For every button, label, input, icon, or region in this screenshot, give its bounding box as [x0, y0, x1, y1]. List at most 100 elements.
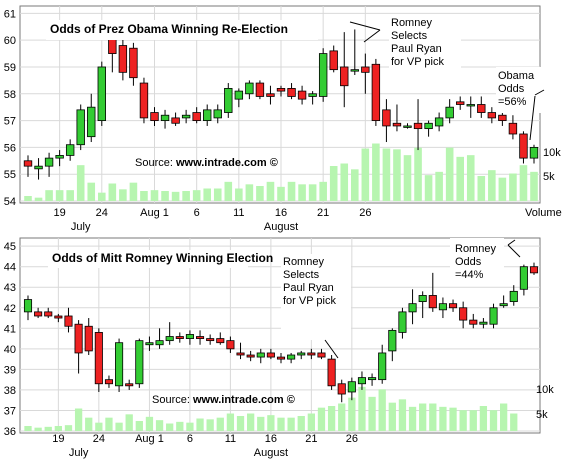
- y-tick-label: 45: [4, 241, 16, 253]
- x-tick-label: 6: [194, 207, 200, 219]
- candle-down: [175, 336, 184, 339]
- volume-bar: [361, 148, 370, 201]
- candle-up: [318, 53, 328, 97]
- volume-bar: [277, 186, 285, 201]
- candle-up: [418, 295, 427, 303]
- candle-down: [64, 315, 73, 327]
- candle-down: [206, 338, 215, 342]
- volume-bar: [105, 417, 113, 431]
- candle-up: [398, 311, 407, 333]
- volume-bar: [510, 413, 518, 431]
- volume-bar: [140, 191, 148, 201]
- volume-bar: [350, 169, 359, 201]
- candle-up: [434, 117, 444, 127]
- volume-bar: [34, 197, 43, 201]
- volume-label: 10k: [543, 147, 561, 159]
- volume-bar: [192, 190, 201, 201]
- volume-bar: [213, 188, 222, 201]
- source-credit: Source: www.intrade.com ©: [152, 394, 295, 406]
- volume-bar: [44, 426, 52, 431]
- volume-bar: [267, 415, 275, 431]
- candle-down: [448, 303, 458, 309]
- volume-bar: [74, 408, 83, 431]
- candle-down: [94, 332, 103, 385]
- candle-up: [165, 336, 174, 342]
- candle-down: [216, 338, 225, 344]
- volume-bar: [206, 419, 214, 431]
- candle-down: [459, 307, 468, 321]
- candle-up: [350, 69, 359, 72]
- candle-down: [456, 101, 465, 105]
- candle-up: [76, 109, 85, 146]
- volume-bar: [235, 188, 243, 201]
- y-tick-label: 59: [4, 62, 16, 74]
- volume-bar: [429, 403, 437, 431]
- y-tick-label: 43: [4, 282, 16, 294]
- chart-title: Odds of Prez Obama Winning Re-Election: [50, 22, 288, 36]
- volume-label: 10k: [536, 384, 554, 396]
- volume-bar: [115, 422, 123, 431]
- annotation-text: Romney: [455, 243, 496, 255]
- candle-down: [226, 340, 235, 350]
- x-tick-label: 11: [233, 207, 244, 219]
- y-tick-label: 56: [4, 142, 16, 154]
- candle-up: [529, 146, 539, 159]
- y-tick-label: 39: [4, 364, 16, 376]
- volume-bar: [87, 182, 96, 201]
- annotation-box: [450, 238, 504, 280]
- volume-axis-label: Volume: [525, 207, 562, 219]
- volume-bar: [287, 181, 296, 201]
- candle-down: [192, 112, 201, 121]
- volume-bar: [298, 184, 306, 201]
- volume-bar: [55, 190, 64, 201]
- candle-up: [479, 321, 488, 325]
- candle-up: [519, 266, 528, 290]
- month-label: July: [69, 447, 89, 459]
- candle-down: [195, 336, 205, 339]
- candle-down: [317, 352, 326, 358]
- candle-down: [236, 352, 245, 356]
- candle-up: [445, 106, 454, 119]
- y-tick-label: 42: [4, 303, 16, 315]
- candle-up: [256, 352, 265, 358]
- y-tick-label: 44: [4, 262, 16, 274]
- y-tick-label: 40: [4, 344, 16, 356]
- volume-bar: [76, 165, 85, 201]
- annotation-text: Obama: [498, 70, 535, 82]
- candle-down: [255, 82, 265, 97]
- volume-bar: [372, 143, 380, 201]
- volume-bar: [297, 416, 305, 431]
- volume-bar: [125, 414, 133, 431]
- volume-bar: [277, 417, 285, 431]
- candle-up: [155, 340, 164, 346]
- candle-down: [477, 104, 486, 113]
- y-tick-label: 61: [4, 8, 16, 20]
- month-label: August: [254, 447, 288, 459]
- volume-bar: [24, 196, 32, 201]
- candle-down: [392, 122, 402, 127]
- annotation-text: Odds: [455, 256, 482, 268]
- candle-down: [329, 50, 338, 71]
- title-background: [48, 250, 248, 268]
- volume-bar: [97, 192, 106, 201]
- volume-label: 5k: [543, 171, 555, 183]
- candle-down: [125, 383, 134, 387]
- volume-bar: [327, 406, 336, 431]
- volume-bar: [171, 191, 180, 201]
- volume-bar: [388, 402, 396, 431]
- candle-up: [499, 303, 508, 307]
- candle-down: [104, 379, 114, 385]
- volume-bar: [246, 413, 255, 431]
- y-tick-label: 57: [4, 116, 16, 128]
- volume-bar: [414, 147, 422, 201]
- volume-bar: [150, 190, 159, 201]
- x-tick-label: 19: [52, 433, 64, 445]
- candle-up: [297, 352, 306, 356]
- candle-up: [234, 90, 244, 100]
- annotation-box: [281, 254, 351, 340]
- candle-down: [139, 82, 149, 119]
- candle-up: [347, 381, 356, 393]
- volume-bar: [477, 176, 486, 201]
- candle-up: [489, 307, 498, 325]
- volume-bar: [435, 171, 443, 201]
